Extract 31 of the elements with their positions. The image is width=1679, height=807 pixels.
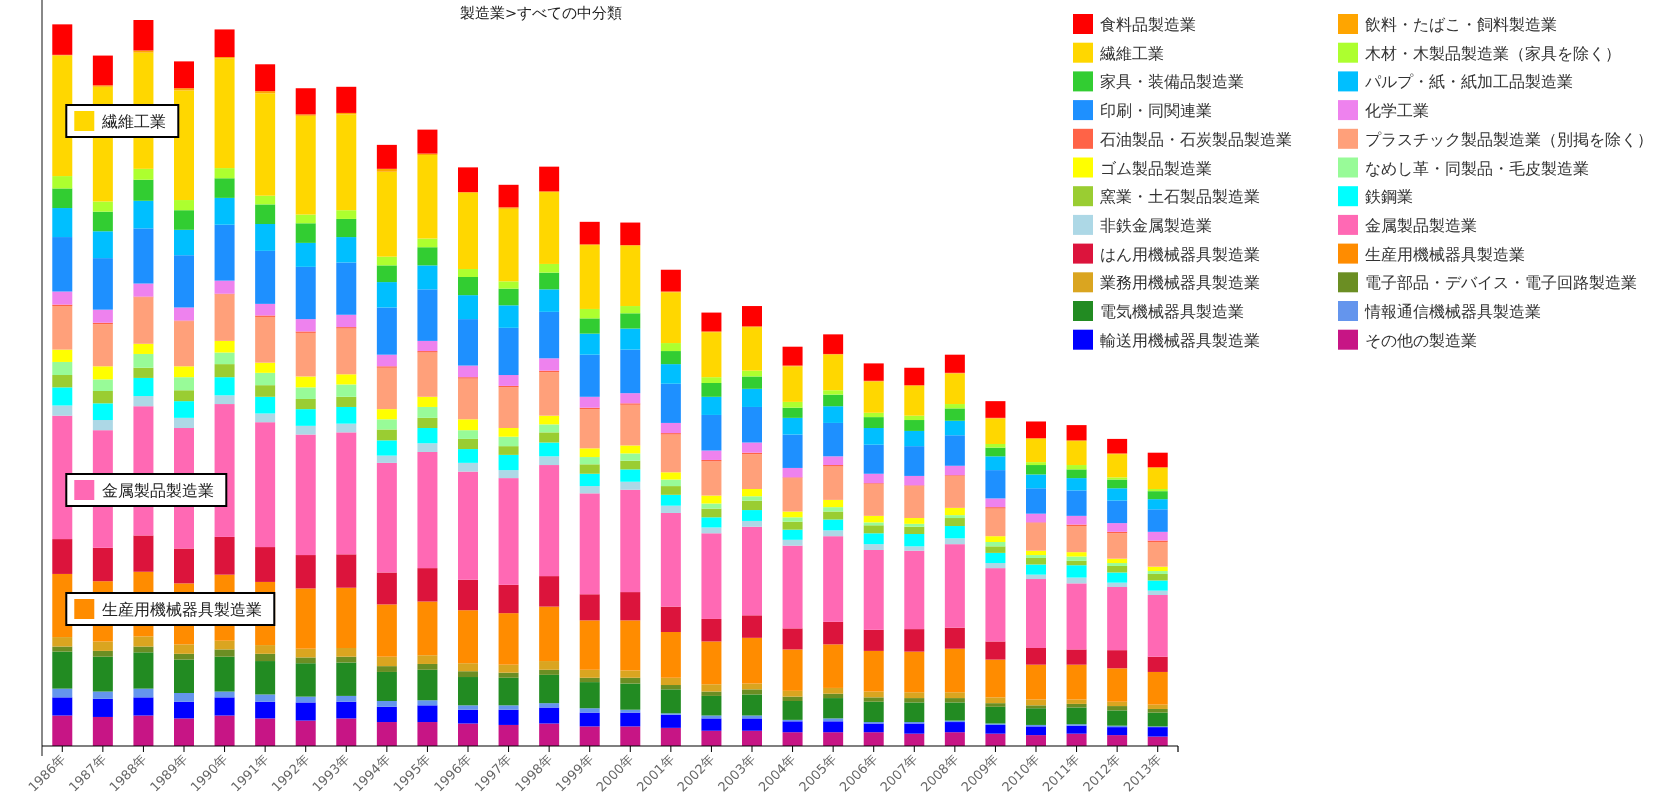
legend-label: プラスチック製品製造業（別掲を除く） <box>1365 130 1653 149</box>
legend-label: 化学工業 <box>1365 102 1429 121</box>
legend-label: 石油製品・石炭製品製造業 <box>1100 130 1292 149</box>
legend-label: 印刷・同関連業 <box>1100 102 1212 121</box>
legend-label: 窯業・土石製品製造業 <box>1100 188 1260 207</box>
legend-label: 金属製品製造業 <box>1365 216 1477 235</box>
annotation: 生産用機械器具製造業 <box>65 592 276 626</box>
legend-label: 業務用機械器具製造業 <box>1100 274 1260 293</box>
chart-title: 製造業>すべての中分類 <box>459 5 623 21</box>
legend-label: その他の製造業 <box>1365 331 1477 350</box>
legend-label: 鉄鋼業 <box>1365 188 1413 207</box>
legend-label: 情報通信機械器具製造業 <box>1364 303 1541 321</box>
legend-label: 家具・装備品製造業 <box>1100 73 1244 92</box>
legend-label: 生産用機械器具製造業 <box>1365 245 1525 264</box>
legend-label: なめし革・同製品・毛皮製造業 <box>1365 159 1589 178</box>
annotation: 繊維工業 <box>101 113 167 131</box>
legend-label: 飲料・たばこ・飼料製造業 <box>1365 16 1557 34</box>
legend-label: はん用機械器具製造業 <box>1100 245 1260 264</box>
annotation: 繊維工業 <box>65 104 180 138</box>
legend-label: 電子部品・デバイス・電子回路製造業 <box>1365 274 1637 293</box>
annotation: 金属製品製造業 <box>102 482 215 500</box>
legend-label: 輸送用機械器具製造業 <box>1100 331 1260 350</box>
legend-label: 木材・木製品製造業（家具を除く） <box>1365 44 1621 63</box>
annotation: 生産用機械器具製造業 <box>102 601 263 619</box>
legend-label: パルプ・紙・紙加工品製造業 <box>1364 73 1573 92</box>
legend-label: 非鉄金属製造業 <box>1100 216 1212 235</box>
annotation: 金属製品製造業 <box>65 473 228 507</box>
legend-label: 電気機械器具製造業 <box>1100 303 1244 321</box>
legend-label: 食料品製造業 <box>1100 16 1196 34</box>
legend-label: 繊維工業 <box>1099 44 1164 63</box>
legend-label: ゴム製品製造業 <box>1100 159 1212 178</box>
